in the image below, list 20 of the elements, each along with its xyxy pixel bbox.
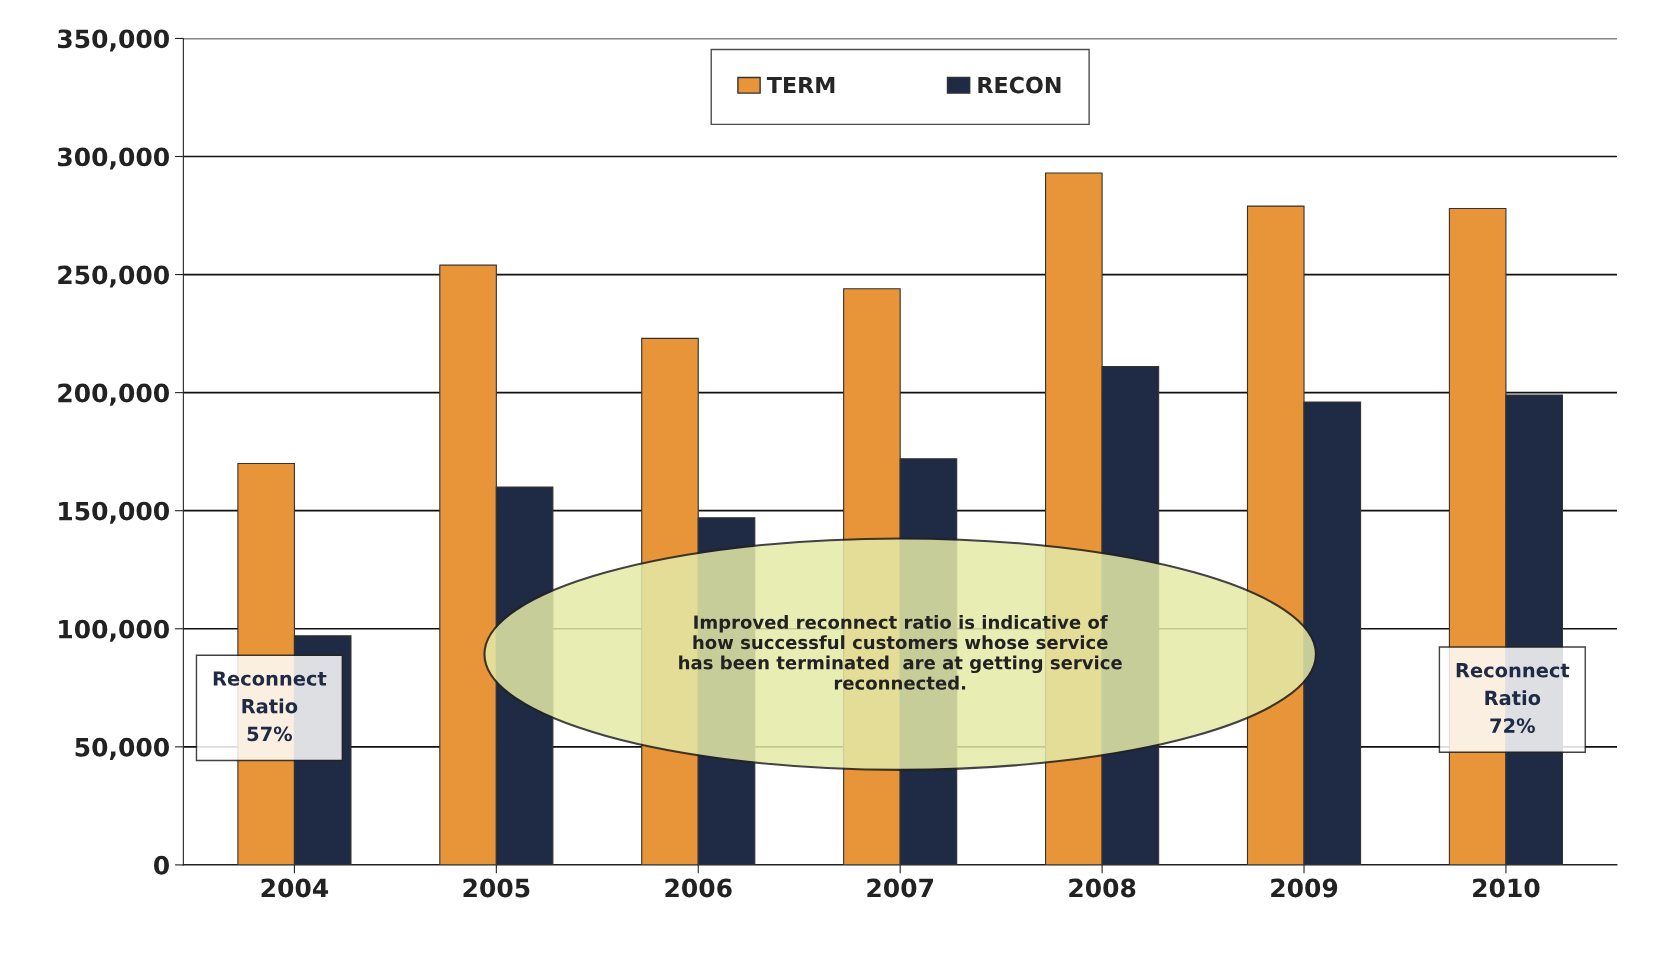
y-tick-label: 100,000 <box>59 619 169 642</box>
y-tick-label: 350,000 <box>57 29 169 52</box>
x-tick-label: 2004 <box>261 878 329 898</box>
y-tick-label: 50,000 <box>75 737 169 760</box>
legend-label: RECON <box>978 76 1061 94</box>
x-tick-label: 2009 <box>1271 878 1338 898</box>
x-tick-label: 2005 <box>463 878 530 898</box>
x-tick-label: 2006 <box>665 878 732 898</box>
annotation: Reconnect Ratio 57% <box>213 671 327 742</box>
x-tick-label: 2007 <box>867 878 933 898</box>
y-tick-label: 0 <box>153 855 169 875</box>
y-tick-label: 250,000 <box>58 265 169 288</box>
y-tick-label: 150,000 <box>59 501 169 524</box>
x-tick-label: 2008 <box>1069 878 1136 898</box>
x-tick-label: 2010 <box>1473 878 1540 898</box>
legend-label: TERM <box>766 76 835 94</box>
y-tick-label: 200,000 <box>58 383 169 406</box>
annotation: Improved reconnect ratio is indicative of how successful customers whose service has been terminated are at getting service reconnected. <box>679 615 1122 690</box>
annotation: Reconnect Ratio 72% <box>1456 663 1570 733</box>
y-tick-label: 300,000 <box>57 147 169 170</box>
